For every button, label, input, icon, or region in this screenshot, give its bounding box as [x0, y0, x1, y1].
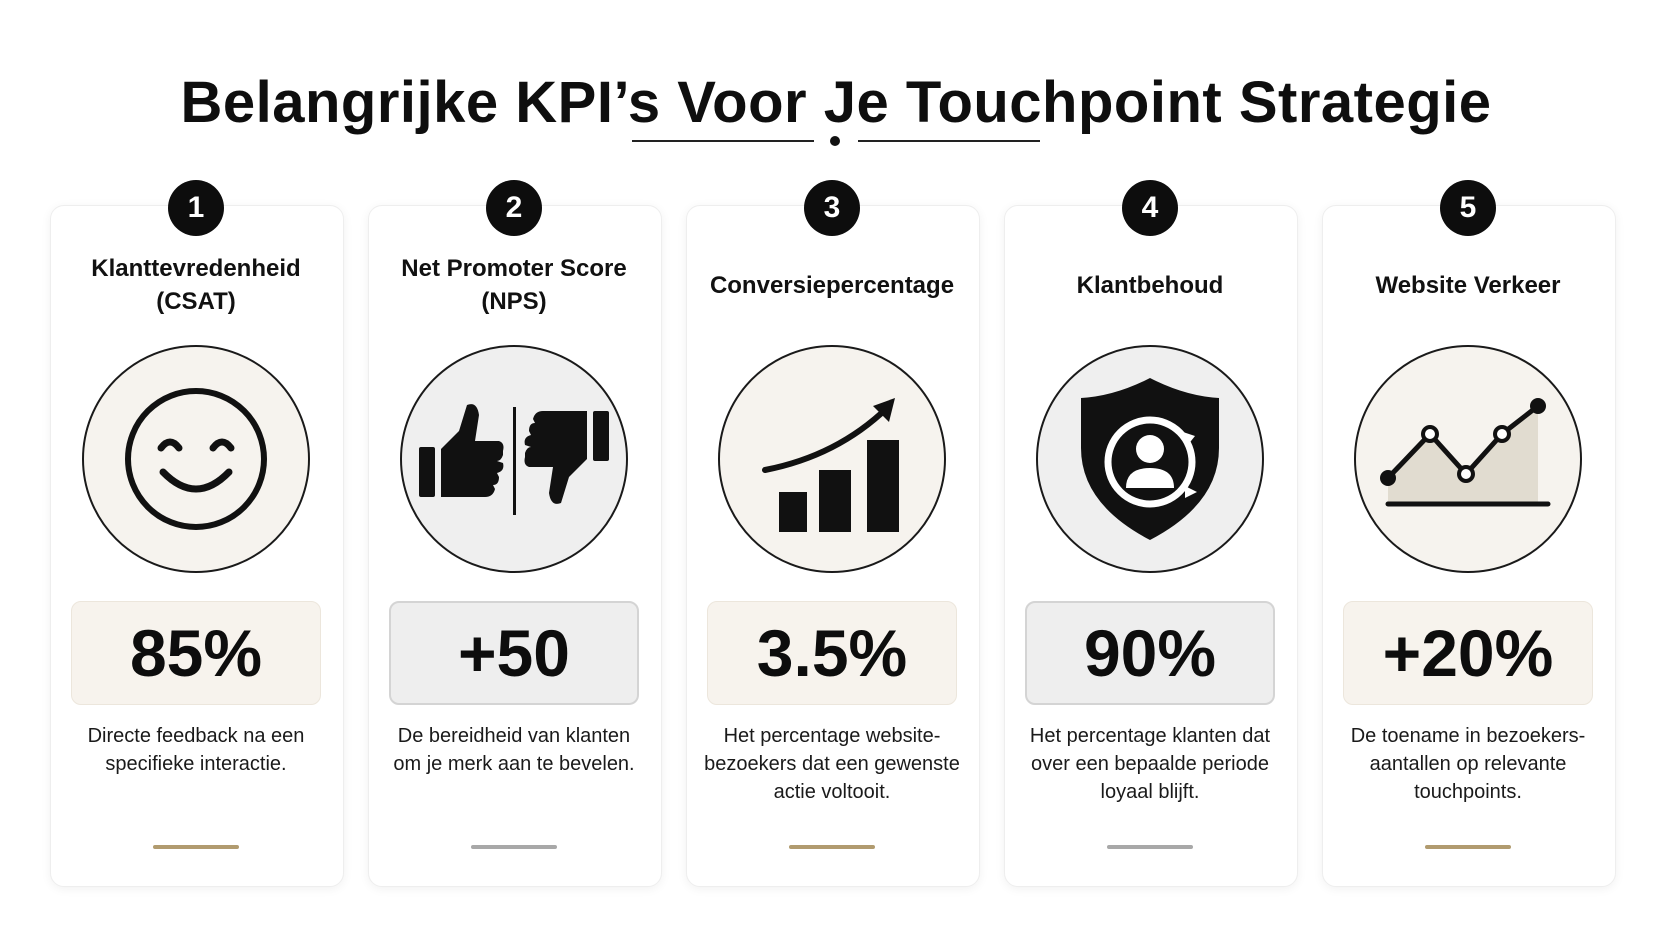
kpi-value: 90%	[1025, 601, 1275, 705]
kpi-description: De toename in bezoekers-aantallen op rel…	[1350, 725, 1586, 803]
kpi-description: Het percentage klanten dat over een bepa…	[1029, 725, 1271, 803]
kpi-icon-circle	[1354, 345, 1582, 573]
smiley-face-icon	[125, 388, 267, 530]
kpi-title: Net Promoter Score (NPS)	[401, 255, 627, 315]
shield-user-icon	[1081, 378, 1219, 540]
traffic-line-chart-icon	[1380, 398, 1551, 507]
kpi-number-badge: 3	[804, 180, 860, 236]
title-divider	[0, 136, 1672, 146]
kpi-title: Klanttevredenheid (CSAT)	[91, 255, 301, 315]
kpi-title: Klantbehoud	[1076, 271, 1224, 299]
kpi-description: Directe feedback na een specifieke inter…	[87, 725, 305, 775]
kpi-accent-bar	[789, 845, 875, 849]
kpi-icon-circle	[82, 345, 310, 573]
kpi-icon-circle	[718, 345, 946, 573]
kpi-accent-bar	[153, 845, 239, 849]
kpi-accent-bar	[1425, 845, 1511, 849]
kpi-number-badge: 2	[486, 180, 542, 236]
kpi-value: 3.5%	[707, 601, 957, 705]
kpi-title: Website Verkeer	[1375, 271, 1561, 299]
divider-line-left	[632, 140, 814, 142]
page-title: Belangrijke KPI’s Voor Je Touchpoint Str…	[180, 69, 1492, 135]
kpi-number-badge: 4	[1122, 180, 1178, 236]
kpi-icon-circle	[400, 345, 628, 573]
kpi-icon-circle	[1036, 345, 1264, 573]
kpi-description: Het percentage website-bezoekers dat een…	[704, 725, 960, 803]
thumbs-up-down-icon	[419, 404, 609, 515]
divider-line-right	[858, 140, 1040, 142]
kpi-accent-bar	[1107, 845, 1193, 849]
kpi-number-badge: 1	[168, 180, 224, 236]
kpi-title: Conversiepercentage	[709, 271, 955, 299]
kpi-value: 85%	[71, 601, 321, 705]
kpi-description: De bereidheid van klanten om je merk aan…	[393, 725, 635, 775]
kpi-value: +20%	[1343, 601, 1593, 705]
divider-dot	[830, 136, 840, 146]
kpi-value: +50	[389, 601, 639, 705]
kpi-accent-bar	[471, 845, 557, 849]
kpi-number-badge: 5	[1440, 180, 1496, 236]
growth-bar-chart-icon	[762, 398, 899, 532]
